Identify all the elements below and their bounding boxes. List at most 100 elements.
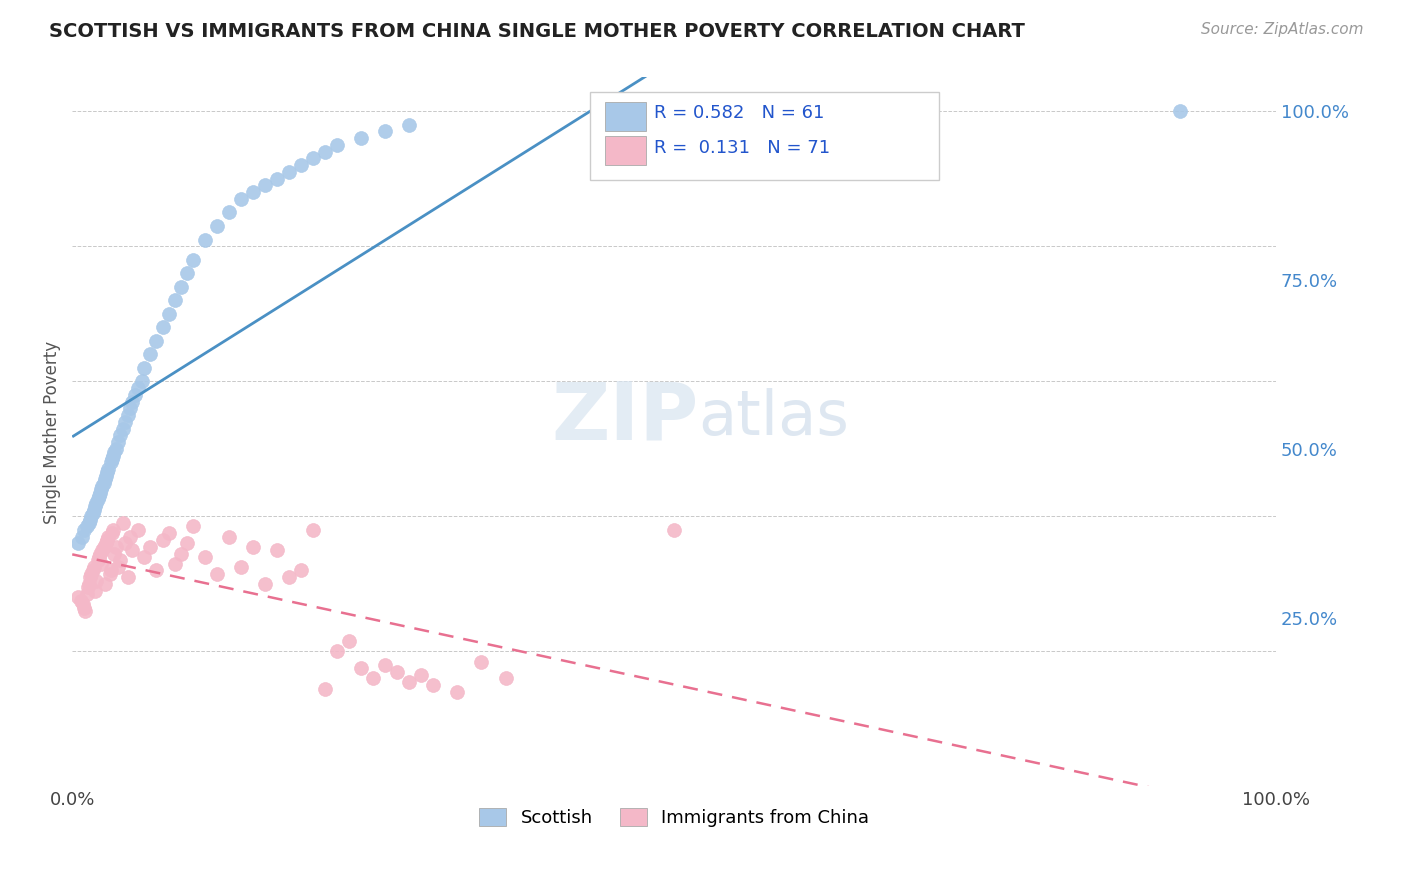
Point [79, 570, 101, 584]
Point [100, 455, 122, 469]
Point [218, 530, 240, 544]
Point [104, 442, 127, 456]
Point [83, 560, 105, 574]
Point [163, 293, 186, 308]
Point [91, 543, 114, 558]
Y-axis label: Single Mother Poverty: Single Mother Poverty [44, 341, 60, 524]
Point [77, 580, 100, 594]
Point [96, 466, 118, 480]
Point [96, 533, 118, 547]
Point [94, 536, 117, 550]
FancyBboxPatch shape [591, 92, 939, 180]
Point [114, 536, 136, 550]
Point [131, 374, 153, 388]
Point [97, 530, 120, 544]
Point [67, 591, 90, 605]
Point [73, 600, 96, 615]
Point [194, 233, 217, 247]
Point [67, 536, 90, 550]
Point [387, 665, 409, 679]
Point [97, 462, 120, 476]
Point [118, 530, 141, 544]
Point [127, 381, 149, 395]
Point [242, 540, 264, 554]
Point [181, 519, 204, 533]
Point [350, 661, 373, 675]
Point [277, 570, 299, 584]
Point [76, 519, 98, 533]
Point [90, 557, 112, 571]
Point [495, 672, 517, 686]
Point [79, 513, 101, 527]
Point [87, 549, 110, 564]
Point [157, 526, 180, 541]
Point [152, 320, 174, 334]
Point [103, 445, 125, 459]
Point [101, 449, 124, 463]
Point [73, 523, 96, 537]
Point [314, 681, 336, 696]
Point [326, 644, 349, 658]
Point [93, 577, 115, 591]
Point [290, 563, 312, 577]
Point [82, 506, 104, 520]
Point [350, 131, 373, 145]
Point [114, 415, 136, 429]
Point [139, 347, 162, 361]
Point [86, 492, 108, 507]
Point [110, 428, 132, 442]
Point [446, 685, 468, 699]
Point [82, 563, 104, 577]
Point [70, 530, 93, 544]
Point [253, 577, 276, 591]
Point [314, 145, 336, 159]
Point [84, 500, 107, 514]
Point [266, 543, 288, 558]
Point [163, 557, 186, 571]
Point [89, 547, 111, 561]
Point [100, 563, 122, 577]
Point [91, 479, 114, 493]
Point [87, 489, 110, 503]
Point [1168, 104, 1191, 119]
Point [93, 540, 115, 554]
Point [107, 560, 129, 574]
Point [411, 668, 433, 682]
Point [181, 252, 204, 267]
FancyBboxPatch shape [606, 103, 647, 130]
Point [302, 523, 325, 537]
Point [139, 540, 162, 554]
Text: SCOTTISH VS IMMIGRANTS FROM CHINA SINGLE MOTHER POVERTY CORRELATION CHART: SCOTTISH VS IMMIGRANTS FROM CHINA SINGLE… [49, 22, 1025, 41]
Point [77, 577, 100, 591]
Point [662, 523, 685, 537]
Point [374, 124, 396, 138]
Text: Source: ZipAtlas.com: Source: ZipAtlas.com [1201, 22, 1364, 37]
Point [398, 674, 420, 689]
Point [127, 523, 149, 537]
Text: R = 0.582   N = 61: R = 0.582 N = 61 [654, 103, 824, 121]
Point [93, 472, 115, 486]
Point [76, 587, 98, 601]
Point [302, 152, 325, 166]
Point [117, 408, 139, 422]
Text: atlas: atlas [699, 388, 849, 448]
Point [77, 516, 100, 530]
Point [101, 452, 124, 467]
Point [111, 421, 134, 435]
Point [84, 574, 107, 588]
Point [229, 560, 252, 574]
Point [218, 205, 240, 219]
Point [80, 566, 103, 581]
Point [374, 657, 396, 672]
Point [121, 543, 143, 558]
Point [98, 566, 121, 581]
Point [205, 219, 228, 233]
Point [89, 485, 111, 500]
Point [80, 509, 103, 524]
Point [145, 563, 167, 577]
Point [266, 171, 288, 186]
Point [169, 547, 191, 561]
Point [242, 186, 264, 200]
Point [94, 468, 117, 483]
Point [118, 401, 141, 416]
